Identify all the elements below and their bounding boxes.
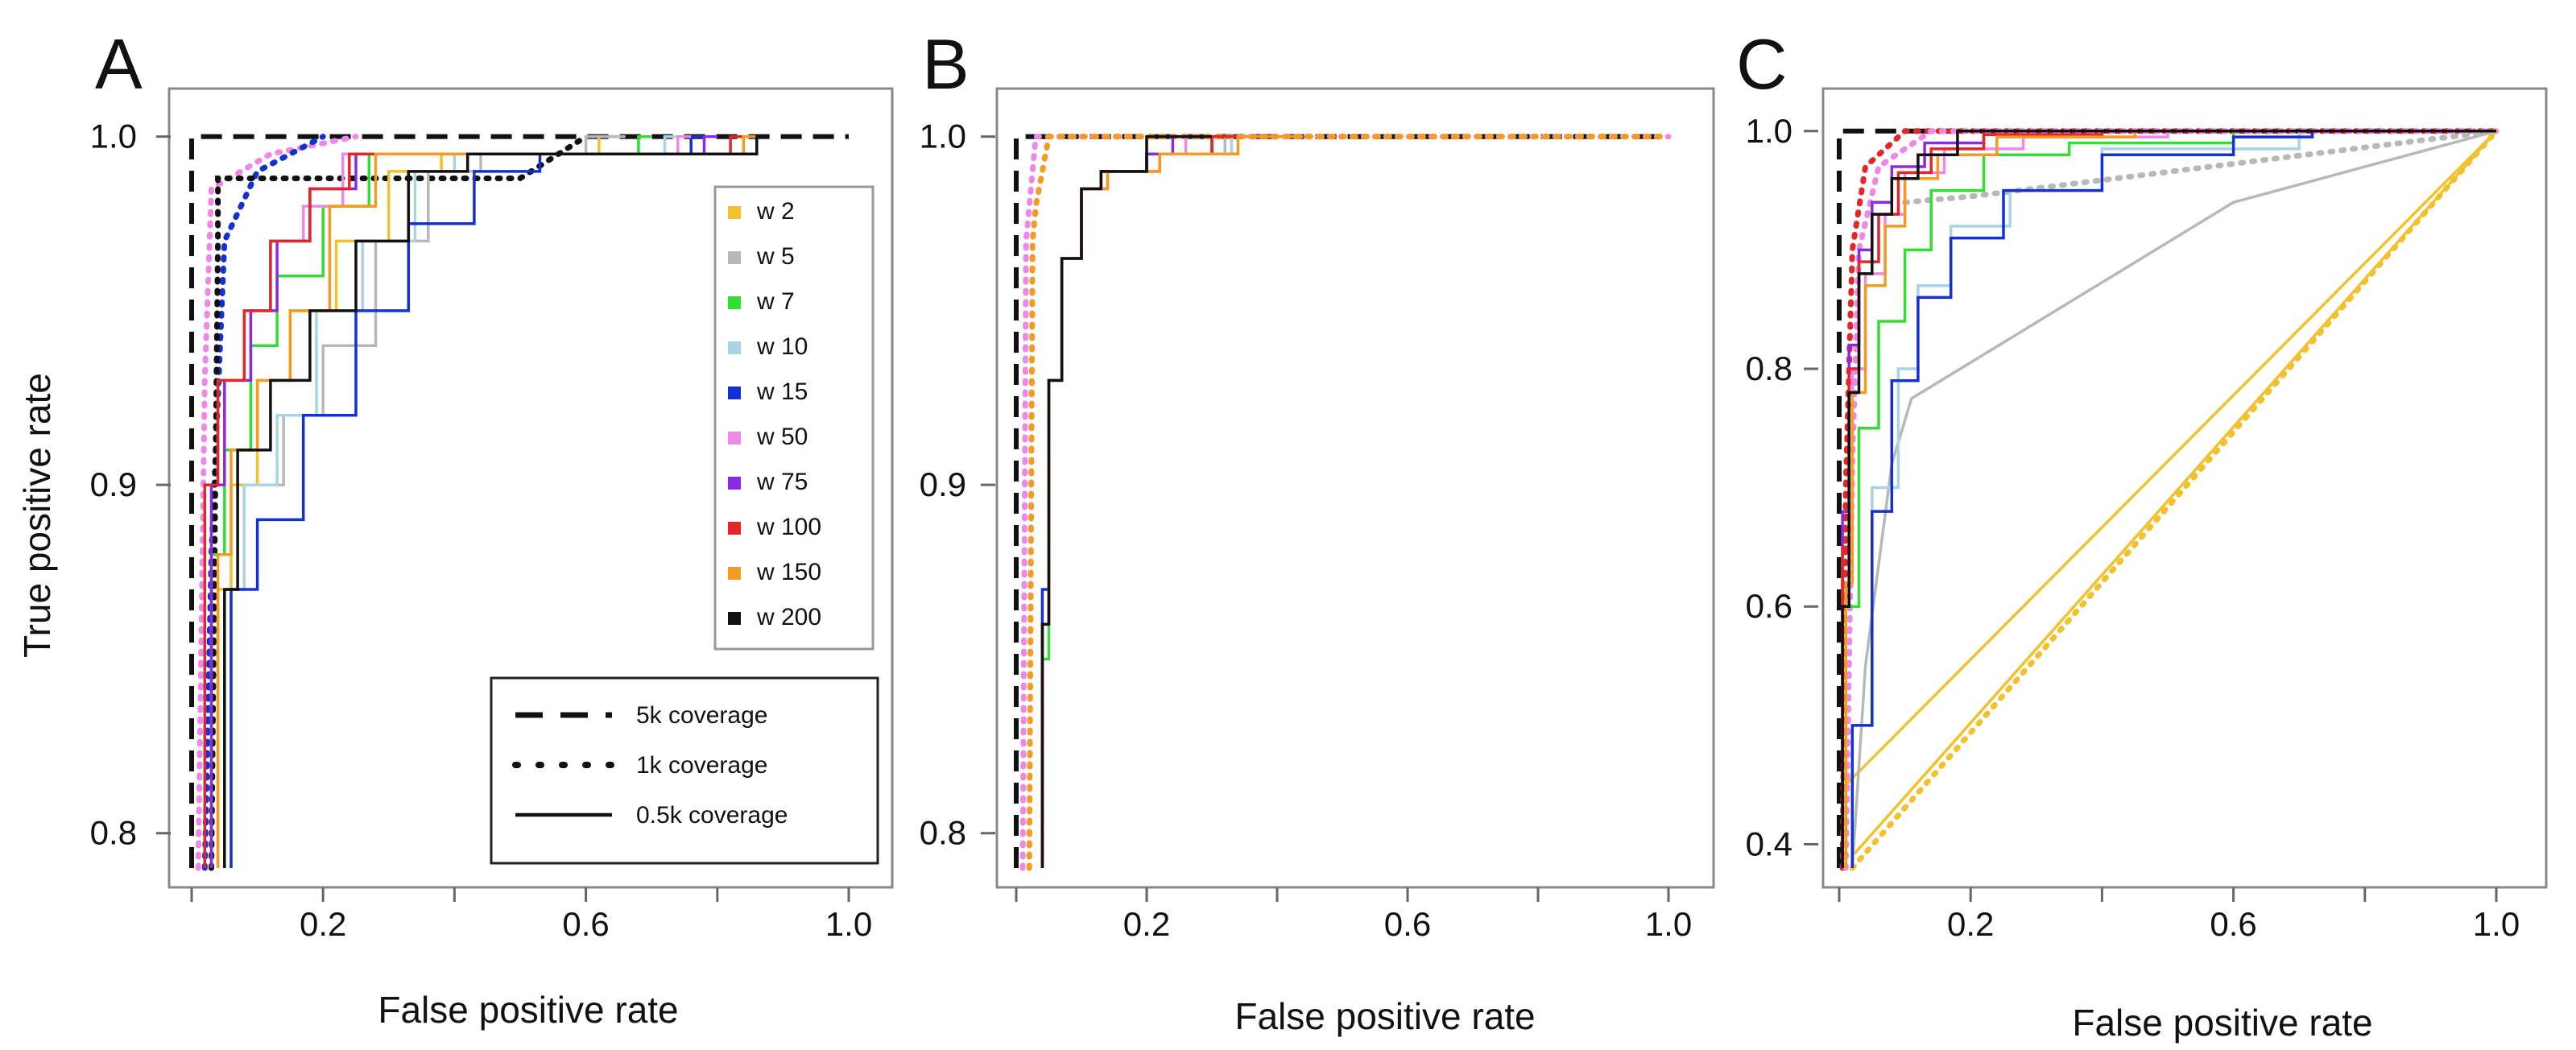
y-tick-label: 0.8 <box>1746 349 1792 387</box>
y-tick-label: 0.8 <box>90 814 137 852</box>
panel-a-ticks: 0.2 0.6 1.0 0.8 0.9 1.0 <box>90 118 873 943</box>
series-legend: w 2 w 5 w 7 w 10 w 15 w 50 w 75 w 100 w 150 w 200 <box>713 185 875 651</box>
series-legend-box <box>713 185 875 651</box>
legend-swatch <box>728 432 741 444</box>
y-tick-label: 0.8 <box>920 814 966 852</box>
roc-curve-w200-0.5k <box>223 134 763 868</box>
legend-coverage-label: 0.5k coverage <box>636 802 788 829</box>
legend-swatch <box>728 387 741 399</box>
roc-curve-w100-0.5k <box>1040 134 1277 868</box>
legend-series-label: w 7 <box>756 288 795 315</box>
panel-b-plot-frame <box>995 87 1715 889</box>
legend-series-label: w 150 <box>756 559 821 585</box>
panel-c-plot-frame <box>1821 87 2548 889</box>
legend-coverage-label: 5k coverage <box>636 702 767 729</box>
panel-a: A 0.2 0.6 1.0 0.8 0.9 1.0 False positive rate <box>90 24 894 1031</box>
y-tick-label: 0.6 <box>1746 587 1792 625</box>
roc-curve-w50-0.5k <box>1040 134 1264 868</box>
roc-curve-w7-0.5k <box>1040 134 1291 868</box>
roc-curve-1k-1k <box>1019 134 1672 871</box>
panel-a-plot-frame <box>167 87 894 889</box>
legend-series-label: w 2 <box>756 198 795 225</box>
panel-c-x-axis-title: False positive rate <box>2072 1002 2372 1044</box>
roc-curve-w15-0.5k <box>1040 134 1277 868</box>
roc-curve-1k-1k <box>201 134 326 871</box>
legend-swatch <box>728 206 741 219</box>
y-axis-title: True positive rate <box>16 373 58 658</box>
x-tick-label: 1.0 <box>825 905 872 943</box>
coverage-legend-box <box>490 676 879 865</box>
legend-swatch <box>728 251 741 264</box>
roc-curve-w15-0.5k <box>1850 130 2496 868</box>
panel-c-curves <box>1837 128 2500 871</box>
roc-curve-w2-0.5k <box>1850 130 2498 858</box>
y-tick-label: 0.4 <box>1746 825 1792 862</box>
roc-curve-5k-5k <box>189 134 849 868</box>
panel-c: C 0.2 0.6 1.0 0.4 0.6 0.8 1.0 False positive r… <box>1736 24 2548 1044</box>
panel-a-curves <box>189 134 849 871</box>
legend-swatch <box>728 522 741 535</box>
legend-series-label: w 50 <box>756 424 808 450</box>
y-tick-label: 0.9 <box>90 465 137 503</box>
roc-curve-w200-0.5k <box>1040 134 1212 868</box>
y-tick-label: 1.0 <box>1746 112 1792 150</box>
roc-curve-w7-0.5k <box>1844 130 2496 868</box>
y-tick-label: 0.9 <box>920 465 966 503</box>
legend-coverage-label: 1k coverage <box>636 752 767 779</box>
legend-series-label: w 15 <box>756 378 808 405</box>
roc-curve-1k-1k <box>1026 134 1672 871</box>
x-tick-label: 0.2 <box>1123 905 1170 943</box>
legend-swatch <box>728 612 741 625</box>
legend-series-label: w 5 <box>756 243 795 270</box>
legend-series-label: w 75 <box>756 469 808 495</box>
legend-series-label: w 200 <box>756 604 821 630</box>
panel-c-ticks: 0.2 0.6 1.0 0.4 0.6 0.8 1.0 <box>1746 112 2520 943</box>
legend-series-label: w 10 <box>756 333 808 360</box>
panel-b-x-axis-title: False positive rate <box>1234 995 1535 1037</box>
legend-swatch <box>728 296 741 309</box>
roc-curve-1k-1k <box>1902 128 2500 205</box>
y-tick-label: 1.0 <box>90 118 137 155</box>
legend-swatch <box>728 567 741 580</box>
roc-curve-w75-0.5k <box>1040 134 1199 868</box>
x-tick-label: 0.6 <box>1384 905 1431 943</box>
roc-curve-1k-1k <box>195 134 359 871</box>
x-tick-label: 0.2 <box>1947 905 1994 943</box>
panel-b-ticks: 0.2 0.6 1.0 0.8 0.9 1.0 <box>920 118 1693 943</box>
x-tick-label: 0.6 <box>562 905 609 943</box>
legend-swatch <box>728 341 741 354</box>
panel-c-letter: C <box>1736 24 1788 104</box>
panel-b-curves <box>1014 134 1672 871</box>
x-tick-label: 0.6 <box>2210 905 2256 943</box>
roc-curve-w2-0.5k <box>1844 130 2498 786</box>
panel-a-x-axis-title: False positive rate <box>378 989 678 1031</box>
x-tick-label: 1.0 <box>2473 905 2520 943</box>
x-tick-label: 0.2 <box>300 905 346 943</box>
roc-curve-w200-0.5k <box>1841 130 2496 868</box>
roc-curve-w5-0.5k <box>1850 130 2497 869</box>
panel-a-letter: A <box>95 24 143 104</box>
roc-curve-1k-1k <box>209 134 589 871</box>
y-tick-label: 1.0 <box>920 118 966 155</box>
roc-curve-5k-5k <box>1014 134 1668 868</box>
legend-series-label: w 100 <box>756 514 821 540</box>
panel-b: B 0.2 0.6 1.0 0.8 0.9 1.0 False positive rate <box>920 24 1715 1037</box>
panel-b-letter: B <box>922 24 970 104</box>
coverage-legend: 5k coverage 1k coverage 0.5k coverage <box>490 676 879 865</box>
roc-curve-w150-0.5k <box>1844 130 2496 868</box>
x-tick-label: 1.0 <box>1645 905 1692 943</box>
legend-swatch <box>728 477 741 490</box>
